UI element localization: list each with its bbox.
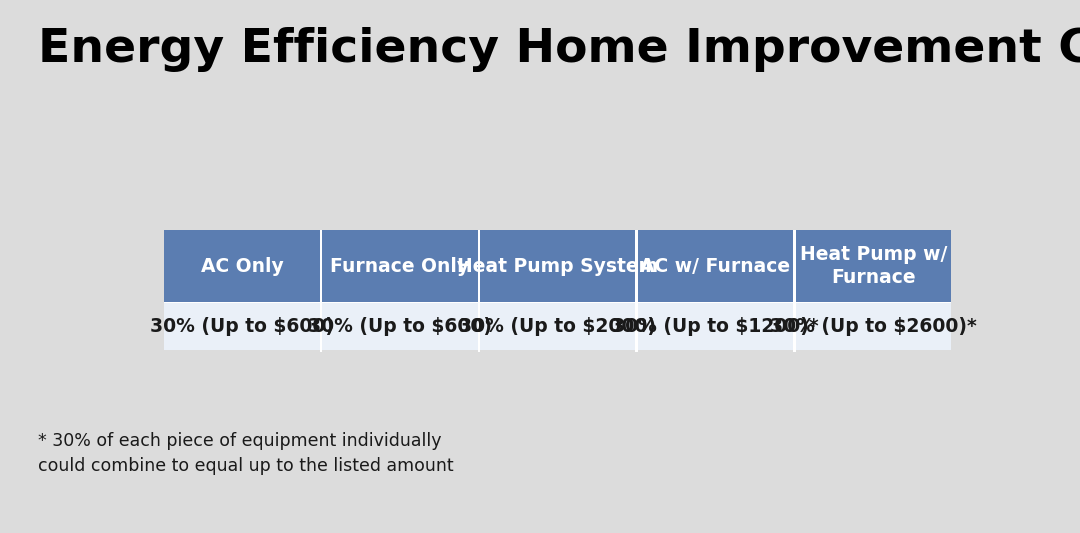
Bar — [796, 230, 951, 302]
Bar — [796, 303, 951, 350]
Bar — [477, 230, 480, 352]
Bar — [793, 230, 796, 352]
Bar — [164, 302, 951, 303]
Bar — [164, 230, 320, 302]
Text: 30% (Up to $2000): 30% (Up to $2000) — [459, 317, 657, 336]
Text: 30% (Up to $600): 30% (Up to $600) — [150, 317, 334, 336]
Bar — [480, 303, 635, 350]
Bar — [480, 230, 635, 302]
Text: AC w/ Furnace: AC w/ Furnace — [640, 256, 791, 276]
Text: AC Only: AC Only — [201, 256, 283, 276]
Text: Energy Efficiency Home Improvement Credit: Energy Efficiency Home Improvement Credi… — [38, 27, 1080, 71]
Text: 30% (Up to $1200)*: 30% (Up to $1200)* — [612, 317, 819, 336]
Text: 30% (Up to $2600)*: 30% (Up to $2600)* — [770, 317, 976, 336]
Text: Heat Pump System: Heat Pump System — [457, 256, 658, 276]
Bar — [635, 230, 638, 352]
Bar — [638, 303, 793, 350]
Text: 30% (Up to $600): 30% (Up to $600) — [308, 317, 491, 336]
Text: Heat Pump w/
Furnace: Heat Pump w/ Furnace — [799, 245, 947, 287]
Bar — [322, 303, 477, 350]
Bar — [164, 303, 320, 350]
Bar — [322, 230, 477, 302]
Bar — [320, 230, 322, 352]
Text: * 30% of each piece of equipment individually
could combine to equal up to the l: * 30% of each piece of equipment individ… — [38, 432, 454, 475]
Bar — [638, 230, 793, 302]
Text: Furnace Only: Furnace Only — [330, 256, 470, 276]
